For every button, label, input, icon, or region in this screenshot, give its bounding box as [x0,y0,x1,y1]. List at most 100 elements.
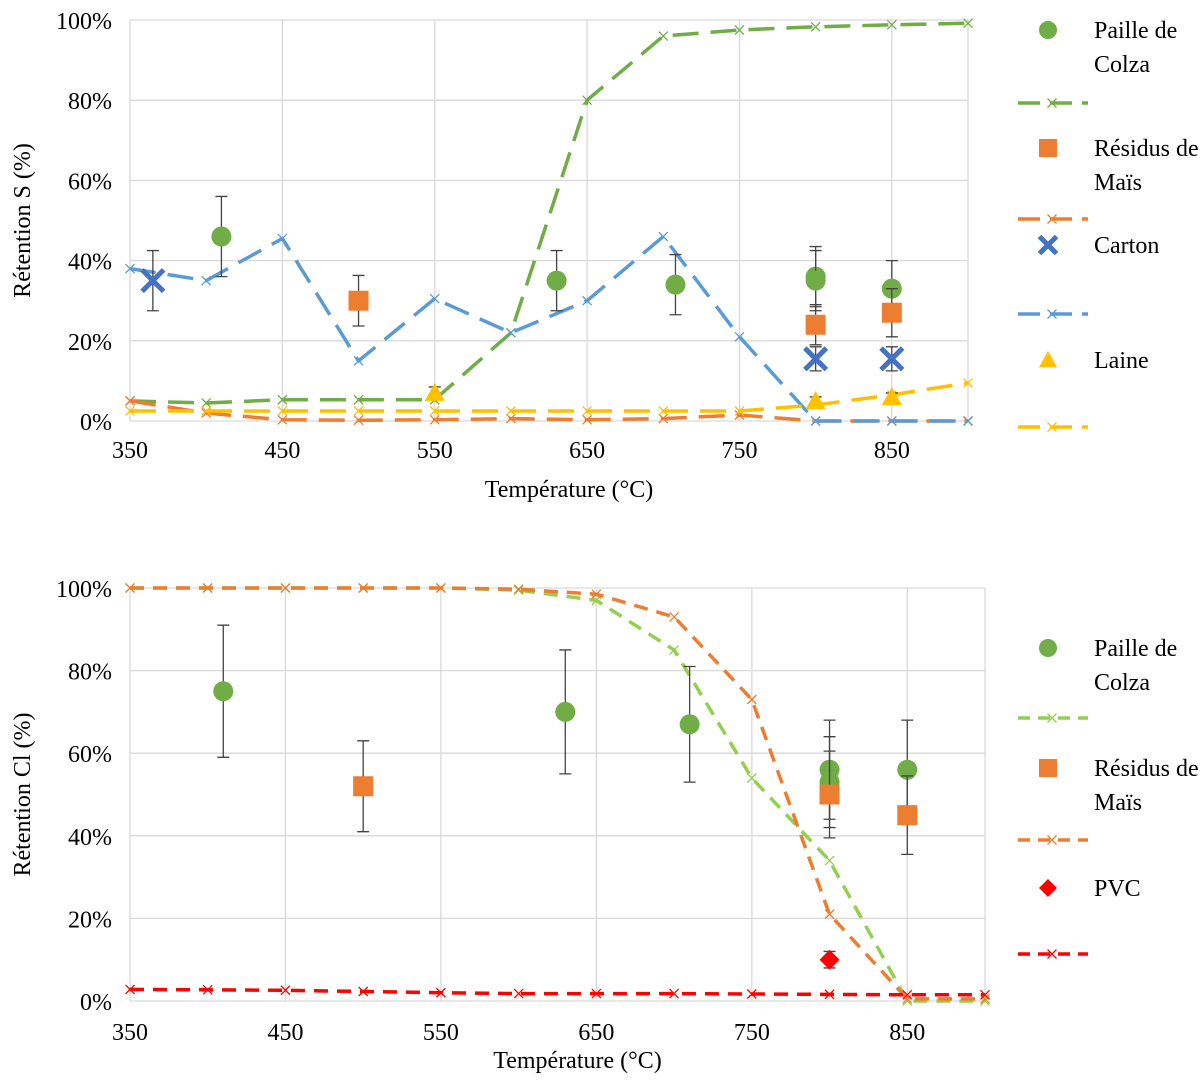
data-point [810,21,821,32]
series-path [129,21,969,405]
data-point [201,406,212,416]
y-tick-label: 0% [80,990,112,1016]
y-tick-label: 40% [68,250,112,276]
x-tick-label: 750 [734,1020,770,1046]
data-point [353,415,364,426]
data-point [353,355,364,366]
legend-label: Résidus de [1094,756,1199,782]
data-point [658,31,669,41]
data-point [805,390,826,409]
data-point [582,295,593,306]
data-point [582,95,593,106]
series-line [125,231,973,426]
data-point [658,231,669,242]
data-point [980,989,990,1000]
data-point [591,589,602,600]
x-tick-label: 350 [112,438,148,464]
data-point [429,293,440,304]
series-markers [211,195,902,318]
x-tick-label: 450 [264,438,300,464]
data-point [505,413,516,424]
legend-label: PVC [1094,876,1141,902]
data-point [805,314,826,335]
data-point [125,263,135,274]
data-point [280,583,291,593]
data-point [213,681,234,702]
data-point [277,406,288,416]
series-line [125,583,990,1006]
x-tick-label: 750 [721,438,757,464]
data-point [805,270,826,291]
data-point [505,327,516,338]
legend-symbol [1037,234,1059,256]
legend-symbol [1039,139,1057,157]
legend-line-marker [1047,835,1057,845]
data-point [429,406,440,416]
legend-label: Laine [1094,348,1149,374]
data-point [353,394,364,405]
series-path [130,586,985,1003]
data-point [546,270,567,291]
gridlines [129,587,986,1002]
y-tick-label: 40% [68,825,112,851]
legend-label: Paille de [1094,636,1177,662]
data-point [280,985,291,996]
data-point [669,644,680,655]
legend-line-marker [1047,422,1057,432]
data-point [201,275,212,286]
data-point [555,701,576,722]
y-tick-label: 100% [56,9,112,35]
legend: Paille de Colza Résidus de Maïs Carton Laine [1018,18,1199,432]
data-point [824,855,835,866]
data-point [746,773,757,783]
data-point [819,784,840,805]
data-point [140,268,166,294]
data-point [963,416,973,426]
data-point [424,382,445,401]
data-point [746,989,757,999]
data-point [902,989,913,1000]
data-point [879,346,905,372]
data-point [658,406,669,416]
legend-symbol [1039,759,1057,777]
series-markers [353,740,918,856]
data-point [803,346,829,372]
x-tick-label: 550 [423,1020,459,1046]
data-point [505,406,516,416]
data-point [734,406,745,416]
y-axis-label: Rétention S (%) [10,143,36,298]
data-point [669,611,680,622]
legend-line-marker [1047,713,1057,723]
data-point [211,226,232,247]
legend-label: Résidus de [1094,136,1199,162]
data-point [824,909,835,920]
data-point [591,988,602,999]
legend-line-marker [1047,214,1057,224]
legend-line-marker [1047,98,1057,108]
y-tick-label: 60% [68,169,112,195]
series-markers [424,382,902,409]
data-point [353,776,374,797]
series-markers [819,949,840,970]
x-tick-label: 850 [889,1020,925,1046]
data-point [435,987,446,998]
data-point [125,984,135,995]
series-path [130,586,985,1001]
y-tick-label: 20% [68,330,112,356]
series-path [130,381,969,413]
x-tick-label: 450 [267,1020,303,1046]
data-point [902,993,913,1004]
chart-1: 0% 20% 40% 60% 80% 100% 350 450 550 650 750 850 Temp… [10,9,1199,503]
data-point [202,984,213,995]
y-axis-label: Rétention Cl (%) [10,713,36,877]
series-markers [213,624,918,829]
legend-symbol [1039,351,1057,368]
data-point [669,988,680,999]
data-point [435,583,446,593]
x-tick-label: 550 [417,438,453,464]
data-point [513,584,524,595]
x-tick-label: 650 [569,438,605,464]
gridlines [129,19,969,422]
data-point [353,406,364,416]
data-point [665,274,686,295]
